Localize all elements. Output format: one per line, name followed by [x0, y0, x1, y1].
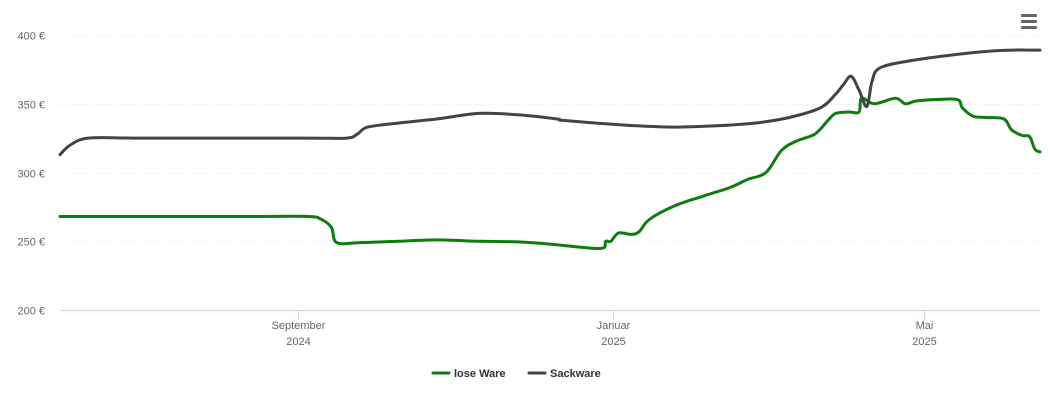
- series: [58, 48, 1042, 251]
- legend-item[interactable]: lose Ware: [431, 368, 506, 380]
- y-tick-label: 200 €: [17, 306, 45, 318]
- series-line-sackware: [58, 48, 1042, 157]
- x-tick-label: Januar: [597, 320, 631, 332]
- x-tick-year: 2025: [601, 336, 625, 348]
- y-tick-label: 300 €: [17, 169, 45, 181]
- legend[interactable]: lose Ware Sackware: [431, 368, 601, 380]
- x-axis-ticks: September 2024 Januar 2025 Mai 2025: [272, 310, 937, 348]
- x-tick-label: September: [272, 320, 326, 332]
- y-axis-ticks: 200 € 250 € 300 € 350 € 400 €: [17, 31, 45, 318]
- x-tick-year: 2024: [286, 336, 310, 348]
- y-tick-label: 400 €: [17, 31, 45, 43]
- legend-item[interactable]: Sackware: [527, 368, 601, 380]
- legend-label: lose Ware: [454, 368, 506, 380]
- legend-label: Sackware: [550, 368, 601, 380]
- series-line-lose-ware: [58, 96, 1042, 251]
- hamburger-menu-icon[interactable]: [1019, 14, 1039, 30]
- x-tick-year: 2025: [912, 336, 936, 348]
- x-tick-label: Mai: [916, 320, 934, 332]
- y-tick-label: 250 €: [17, 237, 45, 249]
- y-tick-label: 350 €: [17, 100, 45, 112]
